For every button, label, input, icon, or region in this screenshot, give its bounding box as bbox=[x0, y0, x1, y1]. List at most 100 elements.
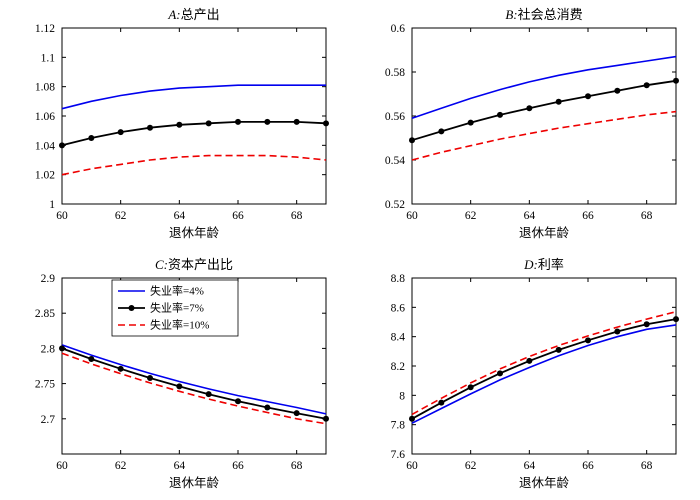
y-tick-label: 1.06 bbox=[35, 111, 55, 123]
series-line-unemployment-7pct bbox=[411, 318, 677, 420]
chart-title: B:社会总消费 bbox=[505, 7, 582, 22]
series-marker-unemployment-7pct bbox=[323, 415, 329, 422]
x-tick-label: 66 bbox=[582, 460, 594, 472]
series-marker-unemployment-7pct bbox=[555, 346, 562, 353]
series-marker-unemployment-7pct bbox=[409, 137, 415, 144]
y-tick-label: 2.8 bbox=[41, 343, 56, 355]
x-tick-label: 64 bbox=[524, 210, 536, 222]
series-marker-unemployment-7pct bbox=[497, 111, 503, 118]
series-group bbox=[59, 344, 329, 425]
legend-label-unemployment-4pct: 失业率=4% bbox=[150, 284, 204, 298]
x-tick-label: 62 bbox=[115, 460, 127, 472]
y-tick-label: 0.54 bbox=[385, 155, 405, 167]
y-tick-label: 1.1 bbox=[41, 52, 56, 64]
series-marker-unemployment-7pct bbox=[293, 410, 300, 417]
x-tick-label: 66 bbox=[232, 460, 244, 472]
y-tick-label: 0.56 bbox=[385, 111, 405, 123]
x-axis-label: 退休年龄 bbox=[519, 226, 570, 240]
series-line-unemployment-10pct bbox=[61, 154, 327, 176]
y-tick-label: 8.6 bbox=[391, 302, 406, 314]
x-tick-label: 62 bbox=[115, 210, 127, 222]
series-marker-unemployment-7pct bbox=[59, 345, 65, 352]
series-line-unemployment-4pct bbox=[411, 55, 677, 119]
series-group bbox=[409, 55, 679, 161]
x-tick-label: 68 bbox=[641, 460, 653, 472]
y-tick-label: 0.52 bbox=[385, 199, 405, 211]
x-tick-label: 64 bbox=[174, 460, 186, 472]
series-marker-unemployment-7pct bbox=[438, 128, 445, 135]
series-marker-unemployment-7pct bbox=[205, 120, 212, 127]
chart-total-consumption: 60 62 64 66 68 0.52 0.54 0.56 0.58 0.6 B:社会总消费 退休年龄 bbox=[350, 0, 700, 250]
series-marker-unemployment-7pct bbox=[526, 357, 533, 364]
series-marker-unemployment-7pct bbox=[409, 415, 415, 422]
x-tick-label: 60 bbox=[406, 210, 418, 222]
series-marker-unemployment-7pct bbox=[293, 118, 300, 125]
y-tick-label: 8.8 bbox=[391, 273, 406, 285]
legend-label-unemployment-10pct: 失业率=10% bbox=[150, 318, 209, 332]
x-tick-label: 60 bbox=[56, 460, 68, 472]
y-tick-label: 2.9 bbox=[41, 273, 56, 285]
y-tick-label: 1.12 bbox=[35, 23, 55, 35]
chart-total-output-canvas: 60 62 64 66 68 1 1.02 1.04 1.06 1.08 1.1 1.12 A:总产出退… bbox=[35, 7, 329, 240]
series-marker-unemployment-7pct bbox=[614, 328, 621, 335]
y-tick-label: 1 bbox=[49, 199, 55, 211]
series-marker-unemployment-7pct bbox=[643, 321, 650, 328]
series-line-unemployment-10pct bbox=[411, 310, 677, 416]
series-marker-unemployment-7pct bbox=[176, 383, 183, 390]
y-tick-label: 2.85 bbox=[35, 308, 55, 320]
x-axis-label: 退休年龄 bbox=[519, 476, 570, 490]
y-tick-label: 2.7 bbox=[41, 414, 56, 426]
series-marker-unemployment-7pct bbox=[643, 82, 650, 89]
series-line-unemployment-10pct bbox=[411, 110, 677, 161]
x-axis-label: 退休年龄 bbox=[169, 476, 220, 490]
y-tick-label: 7.6 bbox=[391, 449, 406, 461]
y-tick-label: 7.8 bbox=[391, 420, 406, 432]
series-marker-unemployment-7pct bbox=[467, 119, 474, 126]
x-tick-label: 64 bbox=[174, 210, 186, 222]
y-tick-label: 0.6 bbox=[391, 23, 406, 35]
x-axis-label: 退休年龄 bbox=[169, 226, 220, 240]
series-line-unemployment-7pct bbox=[61, 121, 327, 147]
chart-title: A:总产出 bbox=[167, 7, 219, 22]
x-tick-label: 62 bbox=[465, 210, 477, 222]
x-tick-label: 66 bbox=[582, 210, 594, 222]
x-tick-label: 68 bbox=[641, 210, 653, 222]
chart-capital-output-ratio: 60 62 64 66 68 2.7 2.75 2.8 2.85 2.9 C:资本产出比 退休年龄 失业… bbox=[0, 250, 350, 500]
y-tick-label: 8.4 bbox=[391, 332, 406, 344]
y-tick-label: 1.08 bbox=[35, 82, 55, 94]
series-line-unemployment-7pct bbox=[411, 79, 677, 142]
series-marker-unemployment-7pct bbox=[117, 129, 124, 136]
legend-label-unemployment-7pct: 失业率=7% bbox=[150, 301, 204, 315]
y-tick-label: 1.02 bbox=[35, 170, 55, 182]
x-tick-label: 68 bbox=[291, 210, 303, 222]
series-marker-unemployment-7pct bbox=[264, 118, 271, 125]
series-marker-unemployment-7pct bbox=[467, 384, 474, 391]
series-marker-unemployment-7pct bbox=[585, 337, 591, 344]
y-tick-label: 1.04 bbox=[35, 140, 55, 152]
series-marker-unemployment-7pct bbox=[555, 98, 562, 105]
series-marker-unemployment-7pct bbox=[673, 316, 679, 323]
x-tick-label: 66 bbox=[232, 210, 244, 222]
series-marker-unemployment-7pct bbox=[235, 398, 241, 405]
x-tick-label: 62 bbox=[465, 460, 477, 472]
series-marker-unemployment-7pct bbox=[264, 404, 271, 411]
x-tick-label: 60 bbox=[406, 460, 418, 472]
y-tick-label: 8 bbox=[399, 390, 405, 402]
chart-title: C:资本产出比 bbox=[155, 257, 233, 272]
series-marker-unemployment-7pct bbox=[176, 121, 183, 128]
series-marker-unemployment-7pct bbox=[614, 87, 621, 94]
chart-title: D:利率 bbox=[523, 257, 564, 272]
series-marker-unemployment-7pct bbox=[673, 77, 679, 84]
legend-marker-unemployment-7pct bbox=[128, 305, 135, 311]
y-tick-label: 0.58 bbox=[385, 67, 405, 79]
series-marker-unemployment-7pct bbox=[88, 135, 95, 141]
series-marker-unemployment-7pct bbox=[497, 370, 503, 377]
x-tick-label: 60 bbox=[56, 210, 68, 222]
series-group bbox=[59, 84, 329, 176]
series-line-unemployment-4pct bbox=[61, 84, 326, 110]
series-marker-unemployment-7pct bbox=[323, 120, 329, 127]
